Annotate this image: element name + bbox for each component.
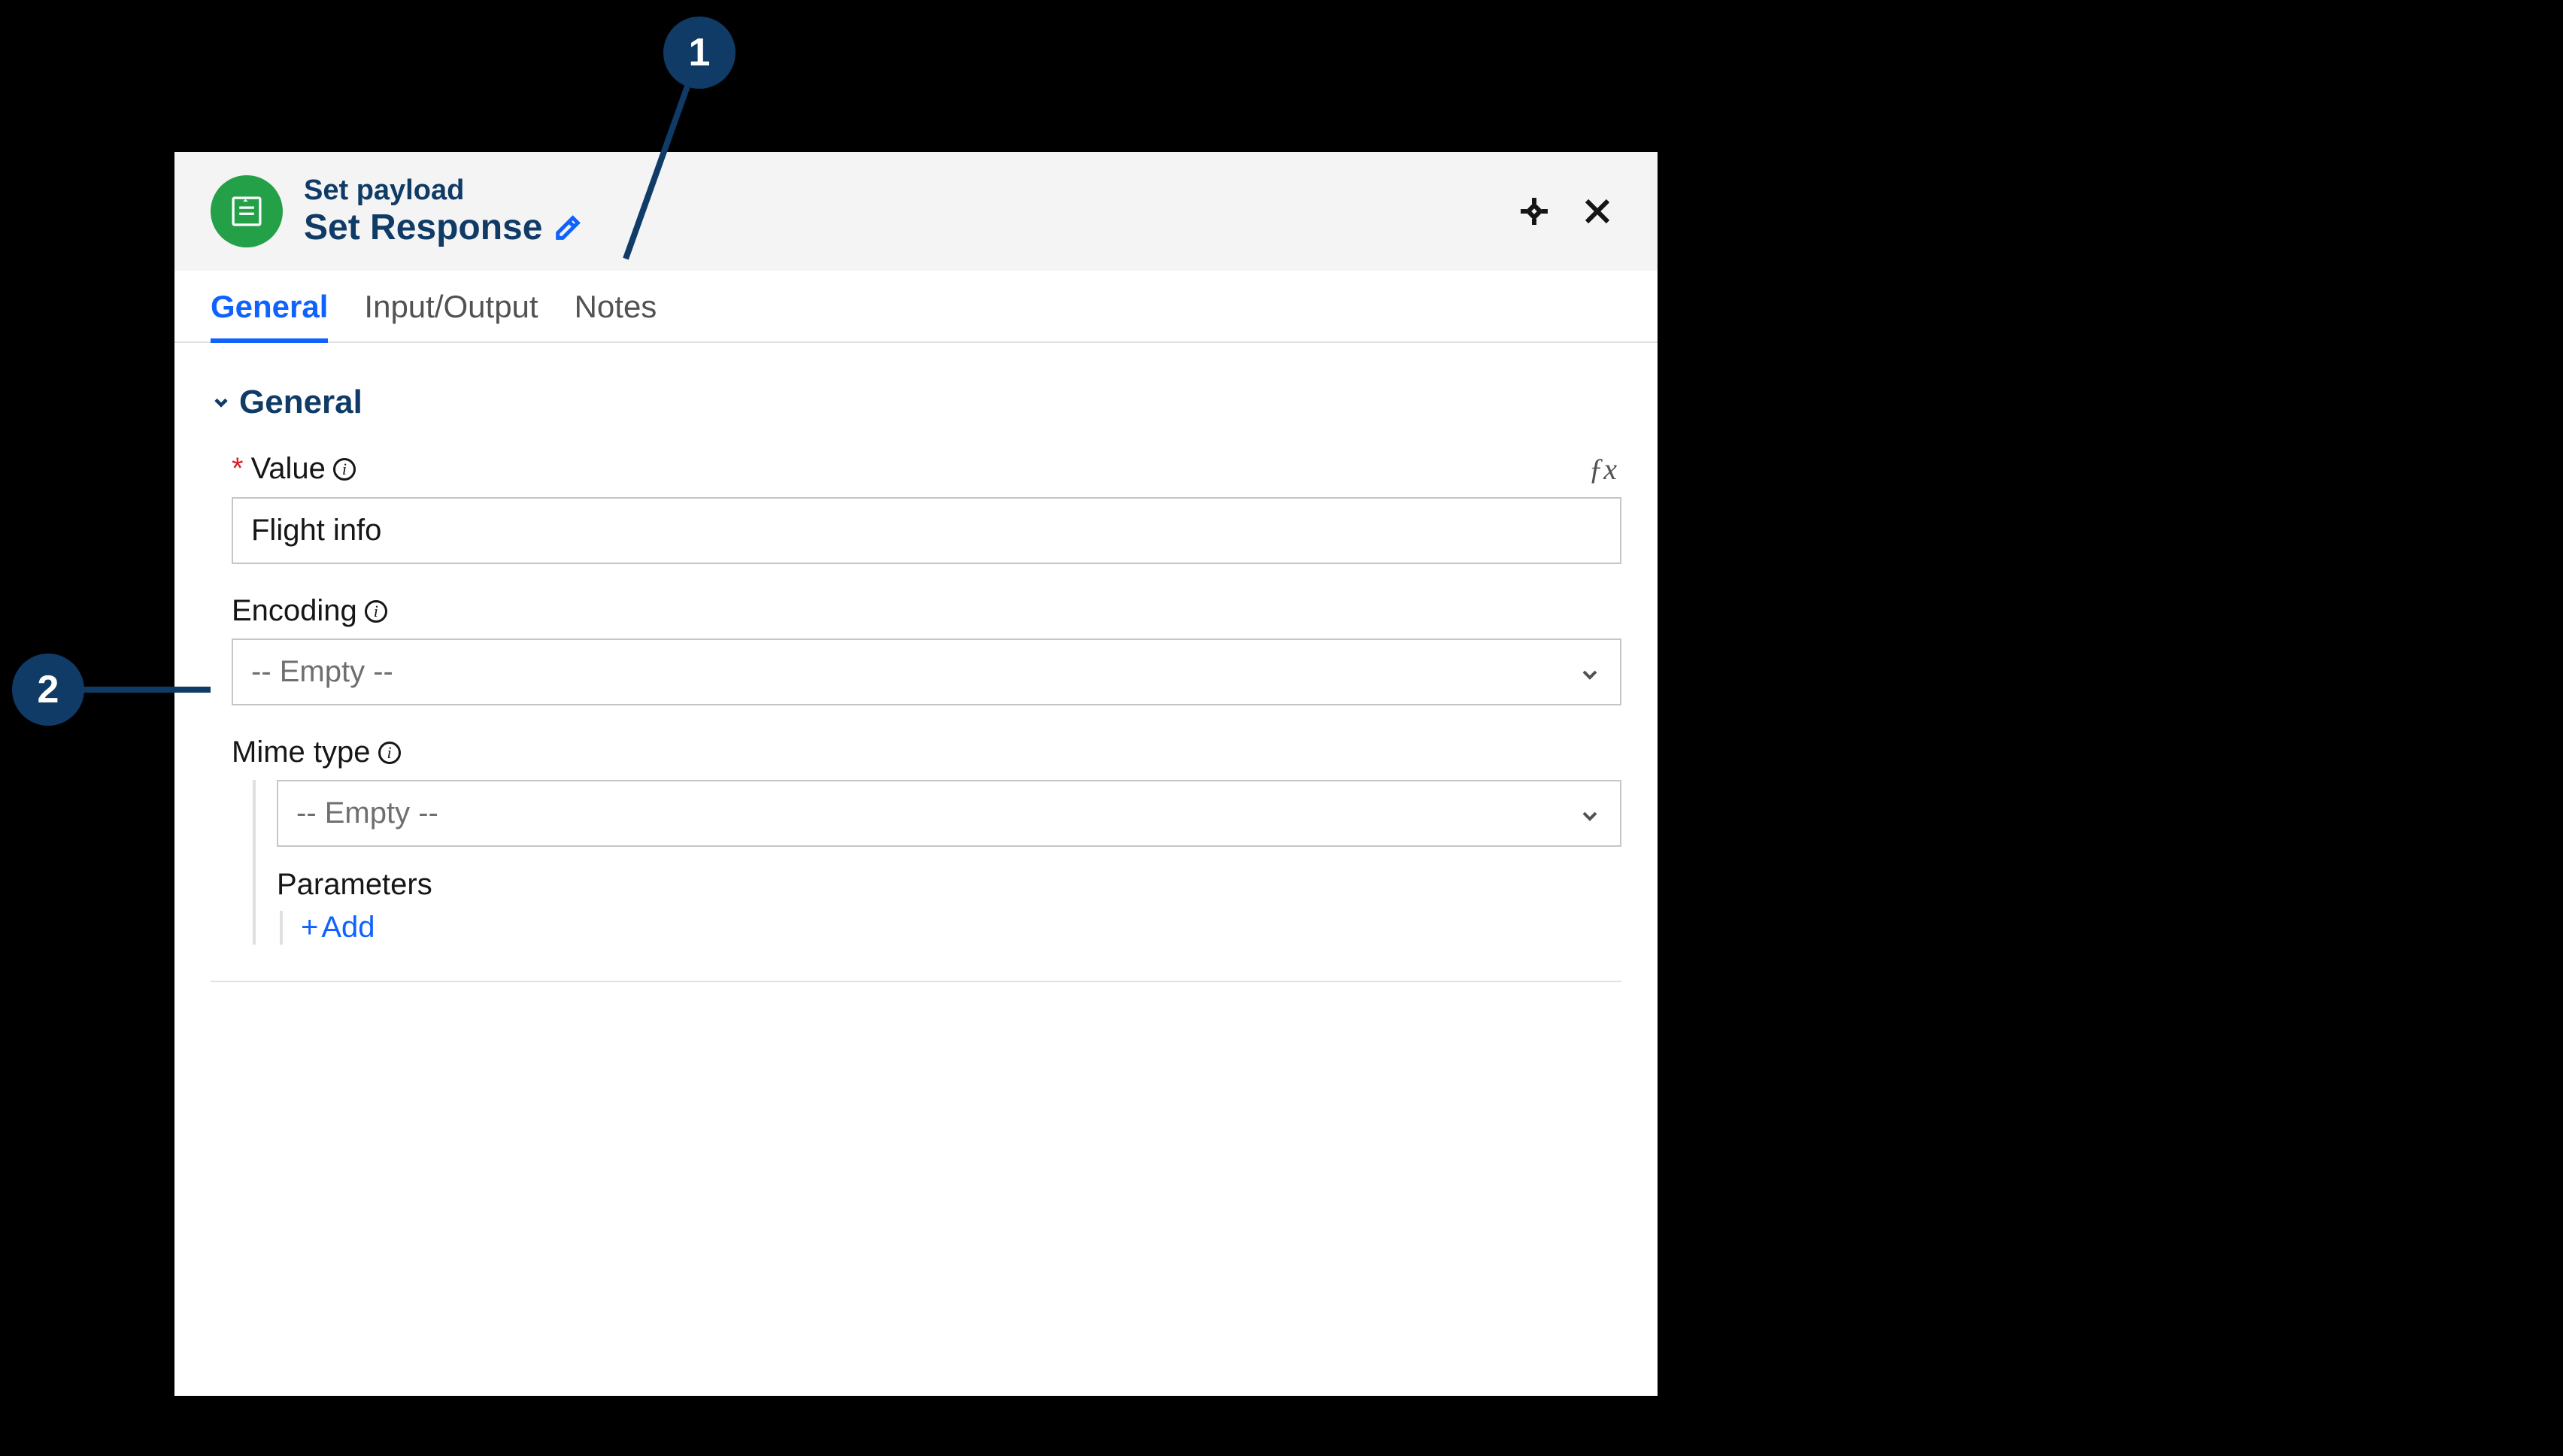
expression-fx-button[interactable]: ƒx — [1588, 451, 1621, 487]
locate-icon[interactable] — [1516, 193, 1552, 229]
required-asterisk: * — [232, 452, 244, 486]
field-label-text: Mime type — [232, 736, 371, 769]
tab-label: General — [211, 289, 328, 324]
field-label-text: Encoding — [232, 594, 357, 628]
parameters-label: Parameters — [277, 868, 1621, 902]
value-input[interactable] — [232, 497, 1621, 564]
info-icon[interactable]: i — [333, 458, 356, 481]
edit-title-icon[interactable] — [553, 213, 583, 243]
panel-header: Set payload Set Response — [174, 152, 1658, 271]
mime-type-select[interactable]: -- Empty -- — [277, 780, 1621, 847]
tab-input-output[interactable]: Input/Output — [364, 289, 538, 341]
divider — [211, 981, 1621, 982]
node-type-label: Set payload — [304, 174, 1495, 207]
callout-1-number: 1 — [689, 30, 711, 75]
tabs: General Input/Output Notes — [174, 271, 1658, 343]
plus-icon: + — [301, 911, 318, 945]
field-encoding: Encoding i -- Empty -- — [232, 594, 1621, 705]
close-icon[interactable] — [1579, 193, 1615, 229]
info-icon[interactable]: i — [365, 600, 387, 623]
field-value: * Value i ƒx — [232, 451, 1621, 564]
tab-general[interactable]: General — [211, 289, 328, 343]
callout-2-number: 2 — [38, 667, 59, 712]
field-mime-type: Mime type i -- Empty -- Parameters — [232, 736, 1621, 945]
callout-2: 2 — [12, 654, 84, 726]
callout-1: 1 — [663, 17, 736, 89]
panel-body: General * Value i ƒx Encoding — [174, 343, 1658, 982]
config-panel: Set payload Set Response Ge — [174, 152, 1658, 1396]
node-type-icon — [211, 175, 283, 247]
chevron-down-icon — [1578, 802, 1602, 826]
tab-label: Notes — [575, 289, 657, 324]
chevron-down-icon — [211, 392, 232, 413]
tab-label: Input/Output — [364, 289, 538, 324]
info-icon[interactable]: i — [378, 742, 401, 764]
node-title: Set Response — [304, 207, 542, 248]
field-label-text: Value — [251, 452, 326, 486]
select-placeholder: -- Empty -- — [296, 796, 438, 830]
encoding-select[interactable]: -- Empty -- — [232, 639, 1621, 705]
section-toggle-general[interactable]: General — [211, 384, 1621, 421]
chevron-down-icon — [1578, 660, 1602, 684]
select-placeholder: -- Empty -- — [251, 655, 393, 689]
add-parameter-button[interactable]: + Add — [301, 911, 375, 945]
tab-notes[interactable]: Notes — [575, 289, 657, 341]
add-label: Add — [321, 911, 375, 945]
section-title: General — [239, 384, 362, 421]
